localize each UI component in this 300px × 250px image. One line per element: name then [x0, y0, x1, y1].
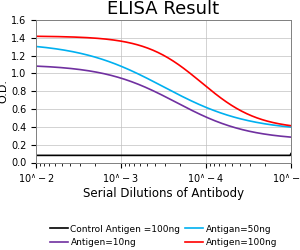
- Control Antigen =100ng: [35, 154, 39, 157]
- Control Antigen =100ng: [265, 154, 269, 157]
- Title: ELISA Result: ELISA Result: [107, 0, 220, 18]
- Line: Antigen=10ng: Antigen=10ng: [36, 66, 291, 137]
- Antigen=100ng: [265, 120, 269, 122]
- Line: Antigan=50ng: Antigan=50ng: [36, 46, 291, 127]
- Control Antigen =100ng: [249, 154, 253, 157]
- Control Antigen =100ng: [186, 154, 190, 157]
- Antigan=50ng: [265, 123, 269, 126]
- Antigan=50ng: [185, 97, 189, 100]
- Antigen=100ng: [289, 124, 293, 127]
- Antigan=50ng: [35, 45, 39, 48]
- Antigen=100ng: [190, 74, 194, 76]
- Antigen=100ng: [249, 114, 253, 117]
- Legend: Control Antigen =100ng, Antigen=10ng, Antigan=50ng, Antigen=100ng: Control Antigen =100ng, Antigen=10ng, An…: [46, 221, 281, 250]
- Antigen=100ng: [185, 69, 189, 72]
- Control Antigen =100ng: [34, 154, 38, 157]
- Line: Control Antigen =100ng: Control Antigen =100ng: [36, 154, 291, 155]
- Antigan=50ng: [289, 126, 293, 128]
- Antigen=100ng: [34, 35, 38, 38]
- Control Antigen =100ng: [289, 152, 293, 155]
- Antigan=50ng: [186, 98, 190, 101]
- Line: Antigen=100ng: Antigen=100ng: [36, 36, 291, 126]
- Antigen=100ng: [186, 70, 190, 73]
- Antigen=10ng: [265, 133, 269, 136]
- Control Antigen =100ng: [190, 154, 194, 157]
- Antigen=10ng: [185, 106, 189, 110]
- Antigen=10ng: [249, 130, 253, 133]
- Antigen=100ng: [35, 35, 39, 38]
- X-axis label: Serial Dilutions of Antibody: Serial Dilutions of Antibody: [83, 188, 244, 200]
- Y-axis label: O.D.: O.D.: [0, 79, 8, 103]
- Antigan=50ng: [34, 45, 38, 48]
- Antigen=10ng: [289, 136, 293, 138]
- Antigen=10ng: [35, 65, 39, 68]
- Control Antigen =100ng: [185, 154, 189, 157]
- Antigen=10ng: [186, 107, 190, 110]
- Antigan=50ng: [190, 100, 194, 103]
- Antigan=50ng: [249, 120, 253, 123]
- Antigen=10ng: [190, 109, 194, 112]
- Antigen=10ng: [34, 64, 38, 68]
